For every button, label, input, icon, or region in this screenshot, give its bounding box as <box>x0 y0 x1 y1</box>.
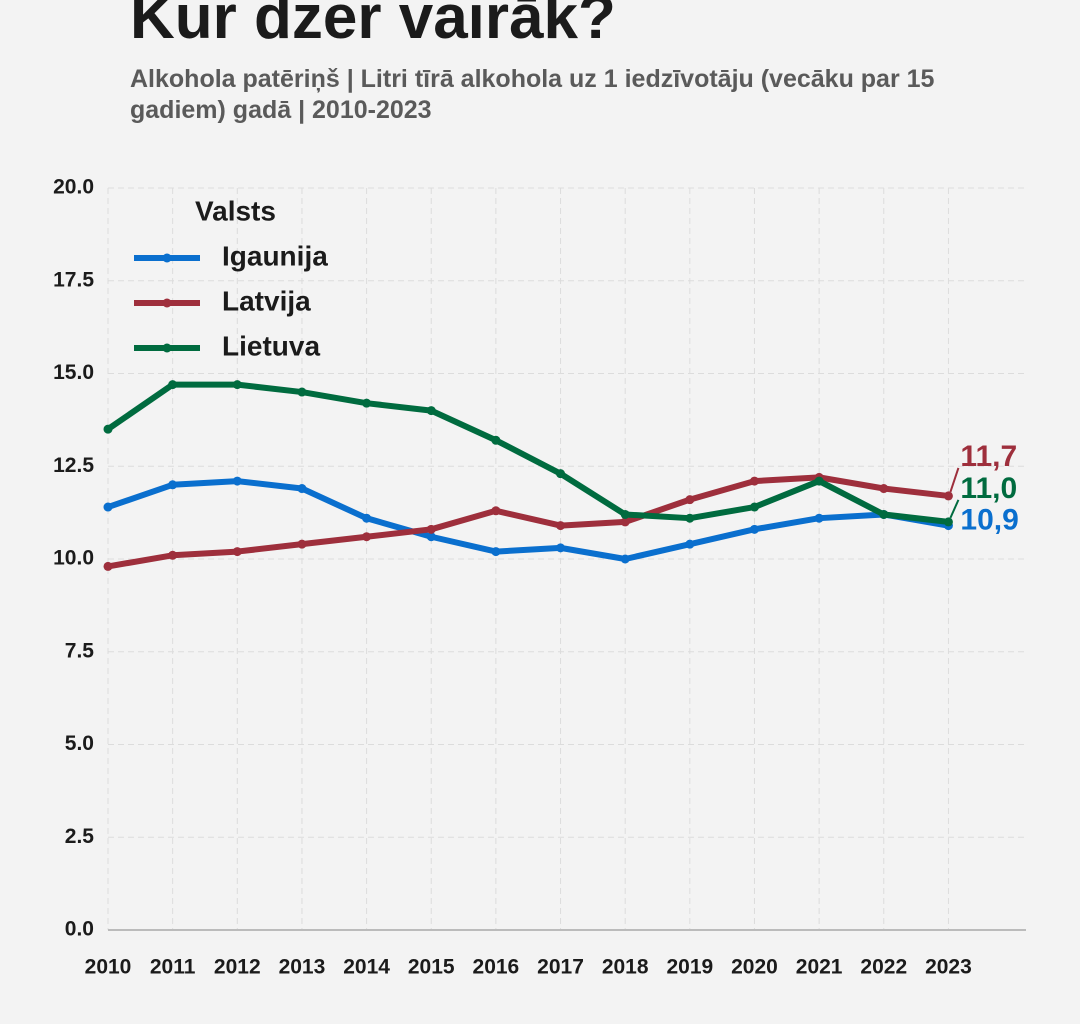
y-tick-label: 17.5 <box>53 268 94 291</box>
point <box>103 561 113 571</box>
x-tick-label: 2012 <box>214 956 261 979</box>
point <box>168 480 178 490</box>
value-label: 11,0 <box>960 472 1017 505</box>
point <box>879 484 889 494</box>
point <box>426 406 436 416</box>
series: 11,7 <box>103 440 1017 571</box>
point <box>685 513 695 523</box>
y-tick-label: 7.5 <box>65 639 95 662</box>
chart-subtitle: Alkohola patēriņš | Litri tīrā alkohola … <box>130 65 935 124</box>
y-tick-label: 20.0 <box>53 176 94 199</box>
legend-title: Valsts <box>195 195 276 226</box>
point <box>556 543 566 553</box>
point <box>620 554 630 564</box>
point <box>685 539 695 549</box>
value-label: 10,9 <box>960 504 1018 537</box>
point <box>297 387 307 397</box>
x-tick-label: 2014 <box>343 956 390 979</box>
x-tick-label: 2020 <box>731 956 778 979</box>
x-tick-label: 2019 <box>666 956 713 979</box>
legend-label: Lietuva <box>222 330 320 361</box>
point <box>685 495 695 505</box>
x-tick-label: 2018 <box>602 956 649 979</box>
point <box>491 506 501 516</box>
point <box>362 532 372 542</box>
point <box>362 513 372 523</box>
line <box>107 478 949 562</box>
point <box>943 517 953 527</box>
point <box>943 491 953 501</box>
x-tick-label: 2011 <box>150 956 196 979</box>
y-tick-label: 12.5 <box>53 454 94 477</box>
point <box>620 509 630 519</box>
point <box>620 517 630 527</box>
x-tick-label: 2022 <box>860 956 907 979</box>
x-tick-label: 2010 <box>85 956 132 979</box>
legend-label: Igaunija <box>222 240 328 271</box>
point <box>749 502 759 512</box>
y-tick-label: 15.0 <box>53 361 94 384</box>
point <box>814 476 824 486</box>
point <box>362 398 372 408</box>
y-tick-label: 5.0 <box>65 732 94 755</box>
point <box>168 550 178 560</box>
leader-line <box>949 467 960 493</box>
y-tick-label: 10.0 <box>53 547 94 570</box>
value-label: 11,7 <box>960 440 1017 473</box>
x-tick-label: 2013 <box>279 956 326 979</box>
x-tick-label: 2017 <box>537 956 584 979</box>
point <box>297 539 307 549</box>
point <box>556 521 566 531</box>
point <box>232 380 242 390</box>
legend-label: Latvija <box>222 285 311 316</box>
point <box>426 524 436 534</box>
point <box>491 435 501 445</box>
x-tick-label: 2023 <box>925 956 972 979</box>
point <box>556 469 566 479</box>
x-tick-label: 2021 <box>796 956 843 979</box>
y-tick-label: 0.0 <box>65 918 94 941</box>
x-tick-label: 2015 <box>408 956 455 979</box>
chart-title: Kur dzer vairāk? <box>130 0 616 52</box>
point <box>168 380 178 390</box>
point <box>232 476 242 486</box>
x-tick-label: 2016 <box>473 956 520 979</box>
point <box>297 484 307 494</box>
point <box>103 502 113 512</box>
point <box>103 424 113 434</box>
legend-swatch <box>162 343 172 353</box>
point <box>749 524 759 534</box>
point <box>749 476 759 486</box>
point <box>232 547 242 557</box>
point <box>879 509 889 519</box>
point <box>426 532 436 542</box>
point <box>814 513 824 523</box>
series: 11,0 <box>103 380 1017 527</box>
point <box>491 547 501 557</box>
leader-line <box>949 499 960 519</box>
y-tick-label: 2.5 <box>65 825 95 848</box>
line <box>106 381 949 525</box>
legend-swatch <box>162 253 172 263</box>
line <box>107 474 949 570</box>
legend-swatch <box>162 298 172 308</box>
